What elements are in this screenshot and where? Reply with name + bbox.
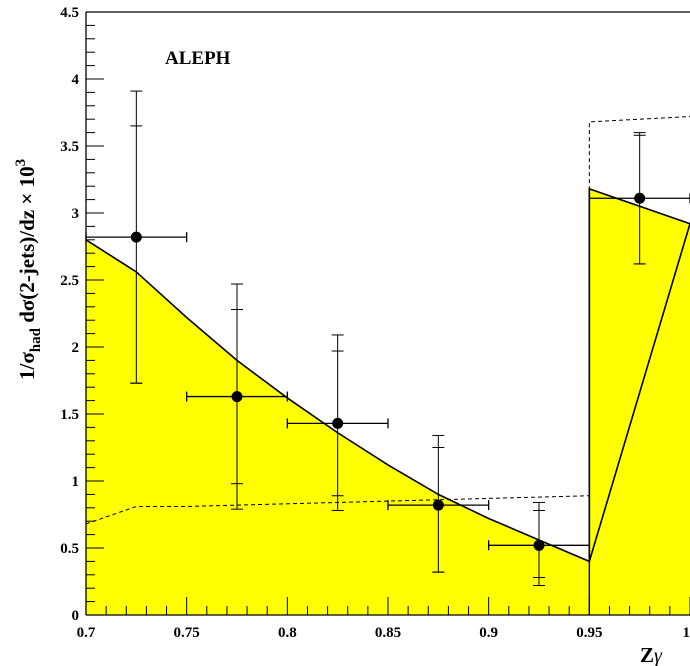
y-tick-label: 4 [72, 72, 80, 88]
y-tick-label: 3 [72, 206, 80, 222]
y-axis-title-prefix: 1/σ [15, 352, 39, 380]
data-marker [332, 417, 344, 429]
y-tick-label: 0.5 [60, 541, 79, 557]
x-tick-label: 0.8 [278, 625, 297, 641]
y-tick-label: 4.5 [60, 5, 79, 21]
x-tick-label: 0.85 [375, 625, 401, 641]
data-marker [231, 391, 243, 403]
x-tick-label: 0.75 [174, 625, 200, 641]
data-point-1 [85, 90, 188, 384]
chart-title: ALEPH [165, 48, 231, 69]
x-tick-label: 0.7 [77, 625, 96, 641]
x-axis-title-gamma: γ [654, 645, 663, 666]
y-axis-title-subscript: had [28, 327, 44, 352]
y-axis-title-superscript: 3 [13, 159, 29, 167]
x-tick-label: 1 [683, 625, 690, 641]
data-marker [130, 231, 142, 243]
y-tick-label: 2 [72, 340, 80, 356]
mc-fill-area [86, 188, 690, 615]
y-tick-label: 1 [72, 474, 80, 490]
y-tick-label: 2.5 [60, 273, 79, 289]
x-axis-title: Zγ [640, 643, 663, 666]
data-point-5 [488, 501, 590, 587]
data-marker [533, 539, 545, 551]
x-axis-title-z: Z [640, 643, 654, 666]
data-point-3 [286, 334, 389, 511]
axes: 0 0.5 1 1.5 2 2.5 3 3.5 4 4.5 0.7 0.75 0.8 0.85 0.9 0.9… [60, 5, 690, 641]
y-tick-label: 1.5 [60, 407, 79, 423]
data-point-4 [387, 434, 490, 573]
plot-area [85, 90, 690, 615]
data-point-6 [588, 132, 690, 265]
data-marker [634, 192, 646, 204]
y-axis-title: 1/σhad dσ(2-jets)/dz × 103 [13, 159, 44, 380]
x-tick-label: 0.9 [479, 625, 498, 641]
y-axis-title-main: dσ(2-jets)/dz × 10 [15, 166, 39, 328]
data-point-2 [186, 283, 288, 510]
y-tick-label: 3.5 [60, 139, 79, 155]
mc-dashed-curve [85, 116, 690, 525]
y-tick-label: 0 [72, 608, 80, 624]
data-marker [432, 499, 444, 511]
x-tick-label: 0.95 [576, 625, 602, 641]
